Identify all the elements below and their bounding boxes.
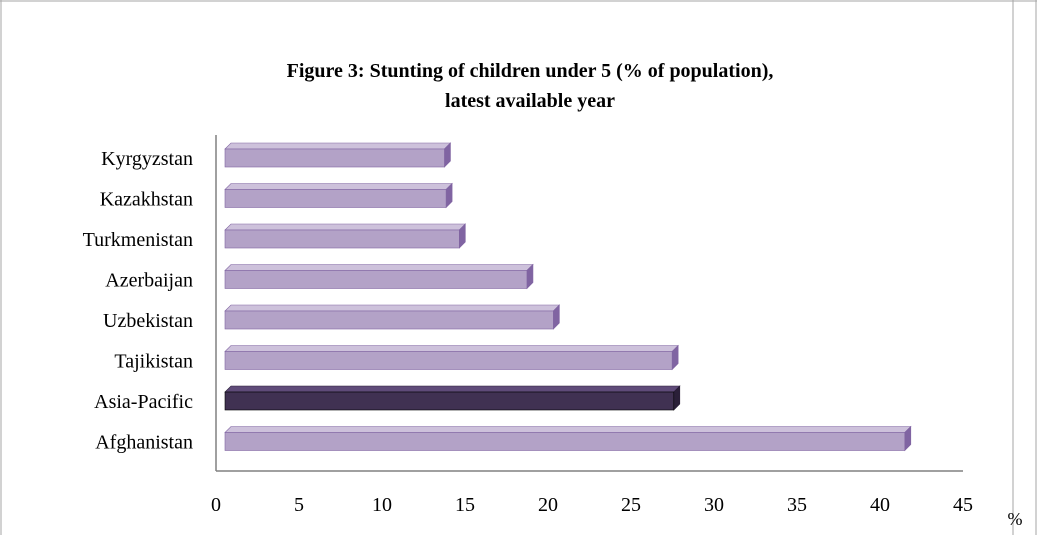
category-labels: Kyrgyzstan Kazakhstan Turkmenistan Azerbaij… bbox=[83, 148, 194, 454]
category-label-tajikistan: Tajikistan bbox=[114, 351, 193, 373]
x-tick-label: 5 bbox=[294, 494, 304, 516]
x-tick-label: 10 bbox=[372, 494, 392, 516]
category-label-azerbaijan: Azerbaijan bbox=[105, 270, 193, 292]
bar-top-face bbox=[224, 385, 681, 393]
bar-front-face bbox=[224, 229, 460, 249]
category-label-afghanistan: Afghanistan bbox=[95, 432, 193, 454]
x-tick-label: 15 bbox=[455, 494, 475, 516]
x-tick-label: 30 bbox=[704, 494, 724, 516]
bar-front-face bbox=[224, 351, 673, 370]
bar-kazakhstan bbox=[224, 182, 453, 209]
x-tick-label: 20 bbox=[538, 494, 558, 516]
chart-title: Figure 3: Stunting of children under 5 (… bbox=[287, 60, 774, 82]
bar-front-face bbox=[224, 270, 528, 289]
x-tick-label: 25 bbox=[621, 494, 641, 516]
bar-front-face bbox=[224, 432, 906, 451]
bar-front-face bbox=[224, 310, 554, 330]
bar-tajikistan bbox=[224, 344, 679, 371]
bar-top-face bbox=[224, 345, 679, 352]
bar-front-face bbox=[224, 391, 675, 411]
bar-top-face bbox=[224, 426, 912, 433]
chart-subtitle: latest available year bbox=[445, 90, 615, 112]
bar-top-face bbox=[224, 223, 467, 231]
x-tick-label: 40 bbox=[870, 494, 890, 516]
x-tick-labels: 0 5 10 15 20 25 30 35 40 45 bbox=[211, 494, 973, 516]
bar-top-face bbox=[224, 304, 561, 312]
category-label-kyrgyzstan: Kyrgyzstan bbox=[101, 148, 193, 170]
bar-top-face bbox=[224, 264, 534, 271]
bar-turkmenistan bbox=[224, 223, 467, 249]
bar-kyrgyzstan bbox=[224, 142, 452, 168]
bar-asia-pacific bbox=[224, 385, 681, 411]
category-label-asia-pacific: Asia-Pacific bbox=[94, 391, 193, 413]
category-label-kazakhstan: Kazakhstan bbox=[100, 189, 193, 211]
bar-uzbekistan bbox=[224, 304, 561, 330]
bar-afghanistan bbox=[224, 425, 912, 452]
x-tick-label: 35 bbox=[787, 494, 807, 516]
bar-top-face bbox=[224, 142, 452, 150]
x-tick-label: 0 bbox=[211, 494, 221, 516]
category-label-turkmenistan: Turkmenistan bbox=[83, 229, 193, 251]
x-tick-label: 45 bbox=[953, 494, 973, 516]
bar-front-face bbox=[224, 189, 447, 208]
category-label-uzbekistan: Uzbekistan bbox=[103, 310, 193, 332]
bar-azerbaijan bbox=[224, 263, 534, 290]
bars-layer bbox=[224, 142, 912, 452]
bar-top-face bbox=[224, 183, 453, 190]
x-axis-unit: % bbox=[1008, 509, 1023, 529]
bar-front-face bbox=[224, 148, 445, 168]
